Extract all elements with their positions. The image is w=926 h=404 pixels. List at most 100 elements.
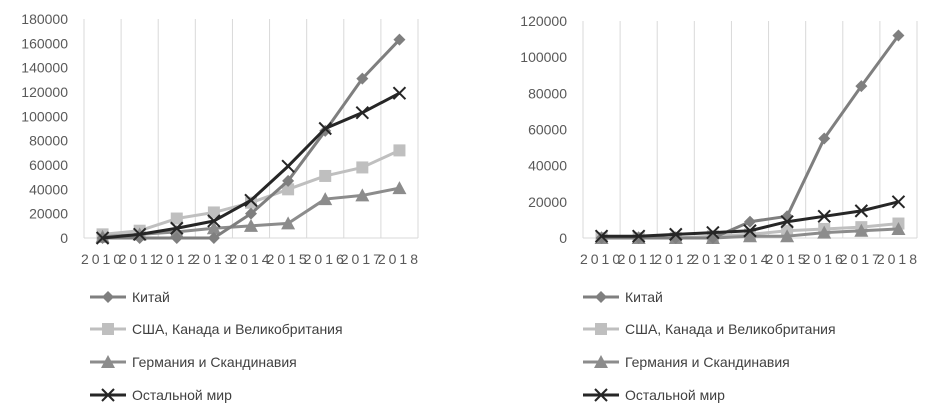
y-tick-label: 160000 — [21, 35, 68, 51]
legend-item: Остальной мир — [583, 387, 725, 403]
data-point — [817, 209, 831, 224]
legend-label: Германия и Скандинавия — [625, 354, 790, 370]
legend-label: Остальной мир — [625, 387, 725, 403]
data-point — [855, 80, 868, 93]
y-tick-label: 140000 — [21, 60, 68, 76]
legend-item: Китай — [583, 289, 663, 305]
data-point — [244, 218, 258, 232]
y-axis: 0 20000 40000 60000 80000 100000 120000 — [520, 13, 567, 246]
series-4 — [95, 86, 407, 245]
y-tick-label: 100000 — [21, 108, 68, 124]
x-tick-label: 2010 — [580, 251, 623, 267]
legend-marker — [595, 291, 607, 303]
legend-label: США, Канада и Великобритания — [625, 321, 836, 337]
data-point — [818, 132, 831, 145]
x-tick-label: 2012 — [654, 251, 697, 267]
data-point — [282, 174, 295, 187]
legend-label: США, Канада и Великобритания — [132, 321, 343, 337]
legend-marker — [101, 388, 115, 402]
data-point — [318, 192, 333, 206]
y-tick-label: 120000 — [21, 84, 68, 100]
y-tick-label: 60000 — [528, 122, 567, 138]
x-tick-label: 2017 — [840, 251, 883, 267]
legend-item: Китай — [90, 289, 170, 305]
data-point — [170, 232, 183, 244]
data-point — [854, 204, 869, 218]
x-tick-label: 2011 — [119, 251, 161, 267]
data-point — [282, 183, 295, 196]
legend-marker — [102, 291, 114, 303]
data-point — [892, 29, 905, 42]
x-tick-label: 2018 — [378, 251, 421, 267]
data-point — [780, 229, 795, 243]
data-point — [170, 221, 184, 235]
data-point — [244, 193, 258, 207]
data-point — [245, 196, 257, 209]
data-point — [891, 195, 906, 209]
data-point — [744, 215, 756, 228]
y-tick-label: 0 — [60, 230, 68, 246]
x-tick-label: 2012 — [155, 251, 198, 267]
y-tick-label: 120000 — [520, 13, 567, 29]
data-point — [594, 229, 609, 243]
data-point — [132, 227, 147, 242]
legend-item: Остальной мир — [90, 387, 232, 403]
x-tick-label: 2011 — [618, 251, 660, 267]
data-point — [95, 231, 110, 245]
data-point — [393, 144, 406, 157]
x-tick-label: 2015 — [267, 251, 310, 267]
legend-item: Германия и Скандинавия — [583, 354, 790, 370]
data-point — [245, 207, 257, 220]
data-point — [355, 188, 370, 202]
y-tick-label: 80000 — [528, 85, 567, 101]
legend: Китай США, Канада и Великобритания Германи… — [90, 289, 343, 403]
legend: Китай США, Канада и Великобритания Германи… — [583, 289, 836, 403]
data-point — [319, 169, 332, 182]
data-point — [206, 221, 221, 235]
data-point — [706, 225, 720, 240]
y-axis: 0 20000 40000 60000 80000 100000 120000 140000 1… — [21, 11, 68, 246]
y-tick-label: 100000 — [520, 49, 567, 65]
data-point — [318, 121, 332, 136]
y-tick-label: 20000 — [528, 194, 567, 210]
data-point — [669, 227, 683, 242]
series-1 — [96, 33, 406, 244]
legend-item: США, Канада и Великобритания — [90, 321, 343, 337]
legend-marker — [101, 355, 115, 368]
legend-item: США, Канада и Великобритания — [583, 321, 836, 337]
gridlines — [582, 21, 918, 238]
data-point — [891, 221, 906, 235]
x-tick-label: 2016 — [803, 251, 846, 267]
x-tick-label: 2014 — [229, 251, 272, 267]
series-2 — [96, 144, 406, 241]
data-point — [392, 181, 407, 195]
data-point — [207, 214, 221, 228]
data-point — [170, 212, 183, 225]
legend-marker — [102, 323, 114, 335]
data-point — [169, 224, 184, 238]
legend-label: Остальной мир — [132, 387, 232, 403]
legend-marker — [595, 323, 607, 335]
x-tick-label: 2017 — [341, 251, 384, 267]
gridlines — [83, 19, 419, 238]
data-point — [356, 72, 369, 85]
legend-label: Китай — [625, 289, 663, 305]
data-point — [392, 86, 407, 100]
data-point — [393, 33, 406, 46]
y-tick-label: 40000 — [29, 181, 68, 197]
y-tick-label: 40000 — [528, 158, 567, 174]
x-tick-label: 2014 — [728, 251, 771, 267]
data-point — [281, 159, 295, 173]
x-tick-label: 2013 — [691, 251, 734, 267]
legend-label: Германия и Скандинавия — [132, 354, 297, 370]
x-tick-label: 2015 — [766, 251, 809, 267]
y-tick-label: 80000 — [29, 133, 68, 149]
series-4 — [594, 195, 906, 243]
legend-marker — [594, 388, 608, 402]
y-tick-label: 20000 — [29, 206, 68, 222]
data-point — [854, 223, 869, 237]
y-tick-label: 180000 — [21, 11, 68, 27]
